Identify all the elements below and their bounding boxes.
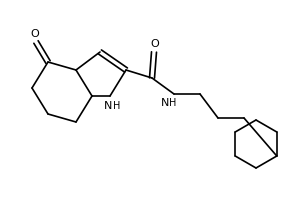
Text: H: H (113, 101, 121, 111)
Text: N: N (161, 98, 169, 108)
Text: N: N (104, 101, 112, 111)
Text: O: O (151, 39, 159, 49)
Text: O: O (31, 29, 39, 39)
Text: H: H (169, 98, 177, 108)
